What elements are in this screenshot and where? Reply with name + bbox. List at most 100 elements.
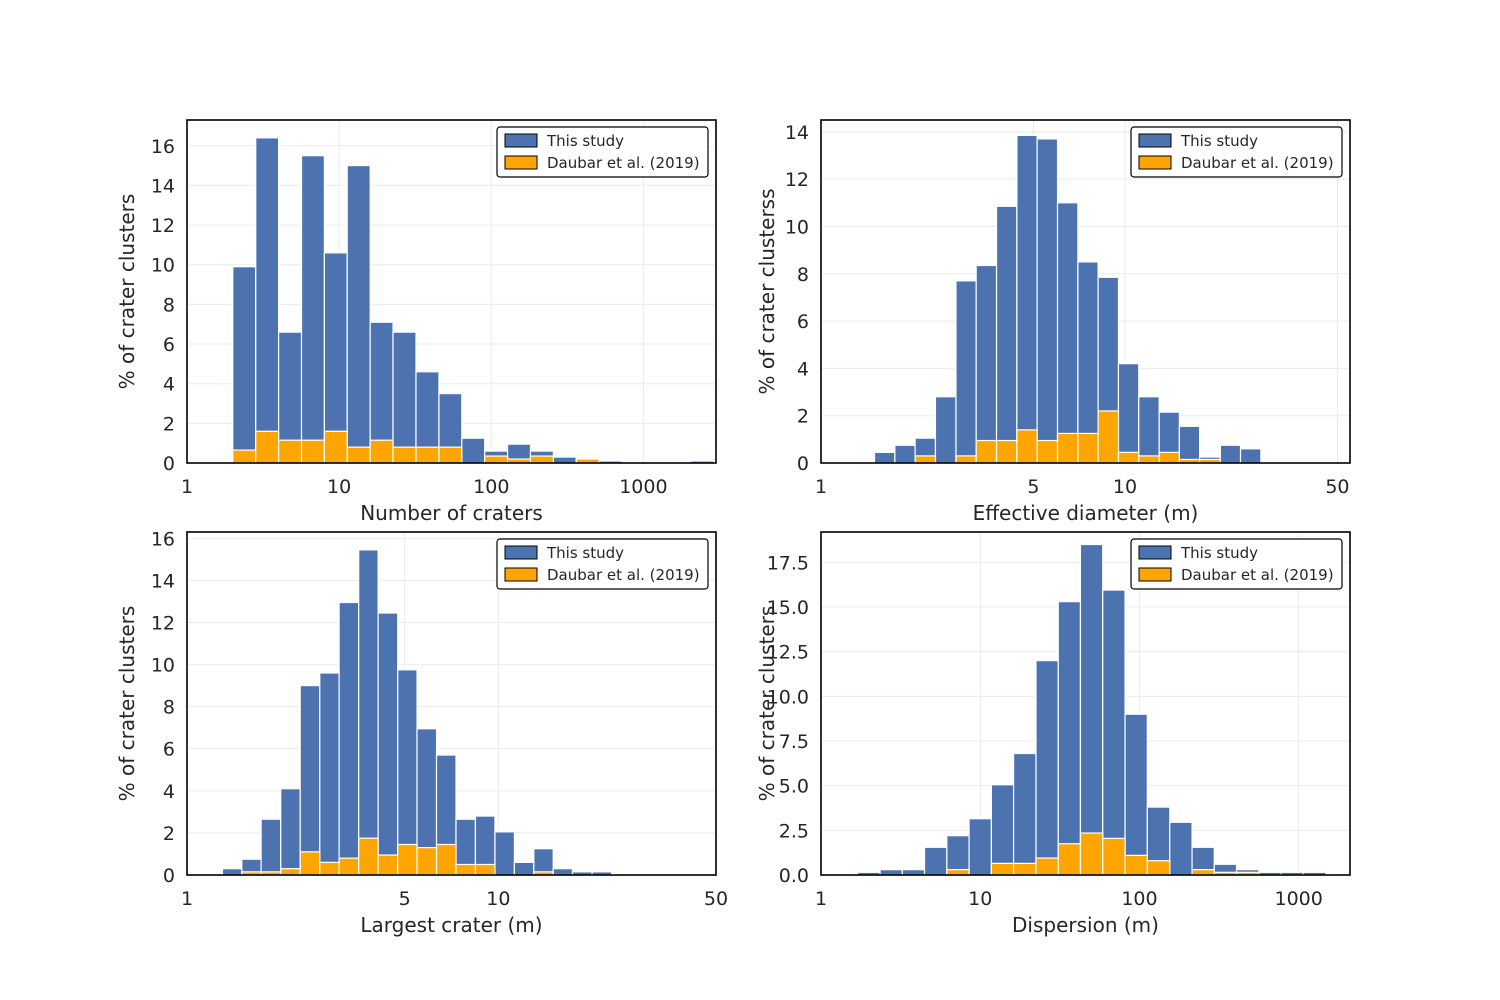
bar-this-study <box>934 396 957 464</box>
y-tick-label: 4 <box>163 781 175 803</box>
bar-daubar <box>946 869 970 876</box>
y-tick-label: 12 <box>785 169 809 191</box>
bar-this-study <box>1178 425 1201 464</box>
bar-daubar <box>369 439 394 464</box>
bar-daubar <box>1012 862 1037 876</box>
bar-this-study <box>990 784 1015 876</box>
bar-daubar <box>995 439 1018 464</box>
y-tick-label: 16 <box>151 528 175 550</box>
y-tick-label: 12 <box>151 612 175 634</box>
bar-this-study <box>1035 660 1059 876</box>
bar-this-study <box>1079 543 1104 876</box>
chart-panel-2: 1 5 10 50 0 2 4 6 8 10 12 14 Effective diameter (m)%… <box>755 119 1351 525</box>
chart-panel-1: 1 10 100 1000 0 2 4 6 8 10 12 14 16 Number of craters… <box>115 119 717 525</box>
y-tick-label: 14 <box>151 175 175 197</box>
legend-swatch-this-study <box>504 545 538 560</box>
y-tick-label: 8 <box>163 697 175 719</box>
x-tick-label: 10 <box>968 888 992 910</box>
bar-daubar <box>1146 860 1171 876</box>
legend: This study Daubar et al. (2019) <box>1130 126 1343 178</box>
bar-daubar <box>415 446 440 464</box>
bar-daubar <box>255 430 280 464</box>
bar-this-study <box>1138 396 1160 464</box>
bar-daubar <box>1158 451 1180 464</box>
bar-daubar <box>1016 429 1038 464</box>
legend-swatch-daubar <box>1138 567 1172 582</box>
bar-this-study <box>319 672 340 876</box>
bar-daubar <box>299 851 321 876</box>
x-tick-label: 1000 <box>1275 888 1323 910</box>
y-tick-label: 2 <box>163 413 175 435</box>
bar-this-study <box>513 861 535 876</box>
legend-label-daubar: Daubar et al. (2019) <box>1181 154 1334 172</box>
bar-daubar <box>416 847 438 876</box>
x-axis-label: Effective diameter (m) <box>973 501 1199 525</box>
bar-this-study <box>1117 363 1140 464</box>
bar-this-study <box>968 818 992 876</box>
bar-this-study <box>1219 444 1242 464</box>
x-tick-label: 10 <box>327 476 351 498</box>
bar-this-study <box>299 685 321 876</box>
bar-daubar <box>1057 843 1082 876</box>
bar-daubar <box>1077 432 1099 464</box>
x-tick-label: 1 <box>815 476 827 498</box>
x-tick-label: 5 <box>1027 476 1039 498</box>
bar-daubar <box>319 861 340 876</box>
y-tick-label: 14 <box>785 122 809 144</box>
x-tick-label: 1 <box>181 476 193 498</box>
bar-this-study <box>392 331 417 464</box>
x-axis-label: Largest crater (m) <box>360 913 542 937</box>
legend: This study Daubar et al. (2019) <box>496 126 709 178</box>
y-tick-label: 2 <box>797 406 809 428</box>
y-tick-label: 6 <box>797 311 809 333</box>
x-tick-label: 1 <box>815 888 827 910</box>
bar-this-study <box>300 155 325 464</box>
y-tick-label: 6 <box>163 739 175 761</box>
bar-this-study <box>1036 138 1059 464</box>
bar-this-study <box>1239 448 1262 464</box>
bar-daubar <box>280 868 301 876</box>
bar-daubar <box>1056 432 1079 464</box>
plot-frame <box>820 531 1351 876</box>
bar-daubar <box>300 439 325 464</box>
bar-this-study <box>533 848 554 876</box>
bar-this-study <box>1056 202 1079 464</box>
legend-label-daubar: Daubar et al. (2019) <box>547 154 700 172</box>
y-tick-label: 17.5 <box>767 552 809 574</box>
bar-this-study <box>894 444 916 464</box>
y-tick-label: 10 <box>151 655 175 677</box>
legend-swatch-this-study <box>504 133 538 148</box>
legend-swatch-daubar <box>504 155 538 170</box>
y-tick-label: 14 <box>151 570 175 592</box>
y-tick-label: 5.0 <box>779 776 809 798</box>
y-axis-label: % of crater clusterss <box>755 188 779 394</box>
bar-daubar <box>346 446 371 464</box>
bar-this-study <box>901 869 926 876</box>
plot-frame <box>186 119 717 464</box>
legend-label-this-study: This study <box>546 132 624 150</box>
bar-daubar <box>397 843 418 876</box>
bar-this-study <box>461 437 486 464</box>
bar-this-study <box>377 612 399 876</box>
bar-this-study <box>995 205 1018 464</box>
y-tick-label: 10 <box>151 255 175 277</box>
x-axis-label: Number of craters <box>360 501 543 525</box>
bar-this-study <box>955 280 977 464</box>
bar-daubar <box>1117 451 1140 464</box>
legend-swatch-this-study <box>1138 545 1172 560</box>
y-tick-label: 2 <box>163 823 175 845</box>
x-tick-label: 100 <box>1121 888 1157 910</box>
bar-daubar <box>338 857 360 876</box>
y-tick-label: 4 <box>163 374 175 396</box>
bar-this-study <box>280 788 301 876</box>
y-tick-label: 10.0 <box>767 686 809 708</box>
bar-this-study <box>346 165 371 464</box>
bar-daubar <box>990 862 1015 876</box>
x-tick-label: 5 <box>399 888 411 910</box>
bar-daubar <box>392 446 417 464</box>
bar-this-study <box>923 846 948 876</box>
legend-swatch-this-study <box>1138 133 1172 148</box>
bar-this-study <box>232 266 257 464</box>
x-tick-label: 10 <box>1113 476 1137 498</box>
